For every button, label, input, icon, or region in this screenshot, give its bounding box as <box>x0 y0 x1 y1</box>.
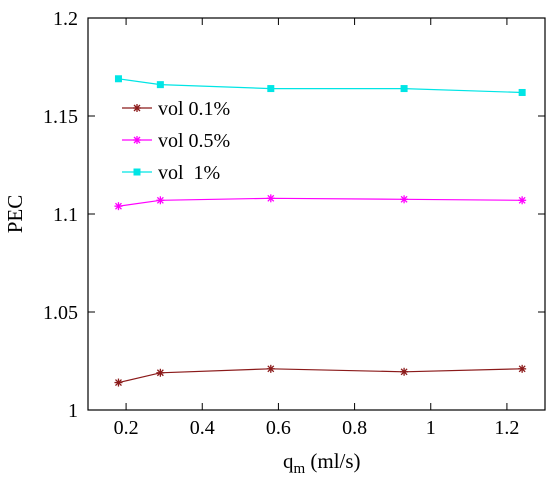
series-layer <box>114 75 527 387</box>
data-point <box>156 368 165 377</box>
x-tick-label: 0.2 <box>114 417 139 439</box>
series-line <box>118 368 523 384</box>
x-tick-label: 0.4 <box>190 417 215 439</box>
legend-entry: vol 1% <box>122 162 220 184</box>
data-point <box>114 202 123 211</box>
series-1 <box>114 364 527 387</box>
data-point <box>266 364 275 373</box>
legend-entry: vol 0.1% <box>122 98 230 120</box>
x-axis-label: qm (ml/s) <box>257 449 377 477</box>
series-line <box>118 78 523 94</box>
legend-marker <box>133 136 141 144</box>
x-tick-label: 1.2 <box>494 417 519 439</box>
y-axis-label: PEC <box>3 195 27 234</box>
legend-marker <box>133 104 141 112</box>
x-tick-label: 1 <box>426 417 436 439</box>
y-tick-label: 1.05 <box>43 302 78 324</box>
series-3 <box>114 75 526 96</box>
plot-frame <box>87 17 546 411</box>
series-2 <box>114 194 527 211</box>
data-point <box>518 364 527 373</box>
data-point <box>400 85 408 93</box>
legend-label: vol 0.1% <box>158 98 230 120</box>
data-point <box>400 195 409 204</box>
data-point <box>518 196 527 205</box>
data-point <box>156 81 164 89</box>
series-line <box>118 197 523 207</box>
x-axis-label-subscript: m <box>293 461 305 477</box>
data-point <box>400 367 409 376</box>
y-tick-label: 1.15 <box>43 106 78 128</box>
x-axis-label-main: q <box>283 449 294 473</box>
legend-label: vol 0.5% <box>158 130 230 152</box>
data-point <box>267 85 275 93</box>
y-tick-label: 1 <box>68 400 78 422</box>
legend: vol 0.1% vol 0.5% vol 1% <box>122 98 230 184</box>
data-point <box>114 378 123 387</box>
data-point <box>518 88 526 96</box>
y-tick-label: 1.2 <box>53 8 78 30</box>
axis-ticks: 0.2 0.4 0.6 0.8 1 1.2 1 1.05 1.1 1.15 1.2 <box>43 8 545 439</box>
data-point <box>114 75 122 83</box>
x-axis-label-unit: (ml/s) <box>305 449 360 473</box>
legend-marker <box>133 168 141 176</box>
legend-label: vol 1% <box>158 162 220 184</box>
x-tick-label: 0.6 <box>266 417 291 439</box>
y-tick-label: 1.1 <box>53 204 78 226</box>
data-point <box>156 196 165 205</box>
x-tick-label: 0.8 <box>342 417 367 439</box>
data-point <box>266 194 275 203</box>
legend-entry: vol 0.5% <box>122 130 230 152</box>
